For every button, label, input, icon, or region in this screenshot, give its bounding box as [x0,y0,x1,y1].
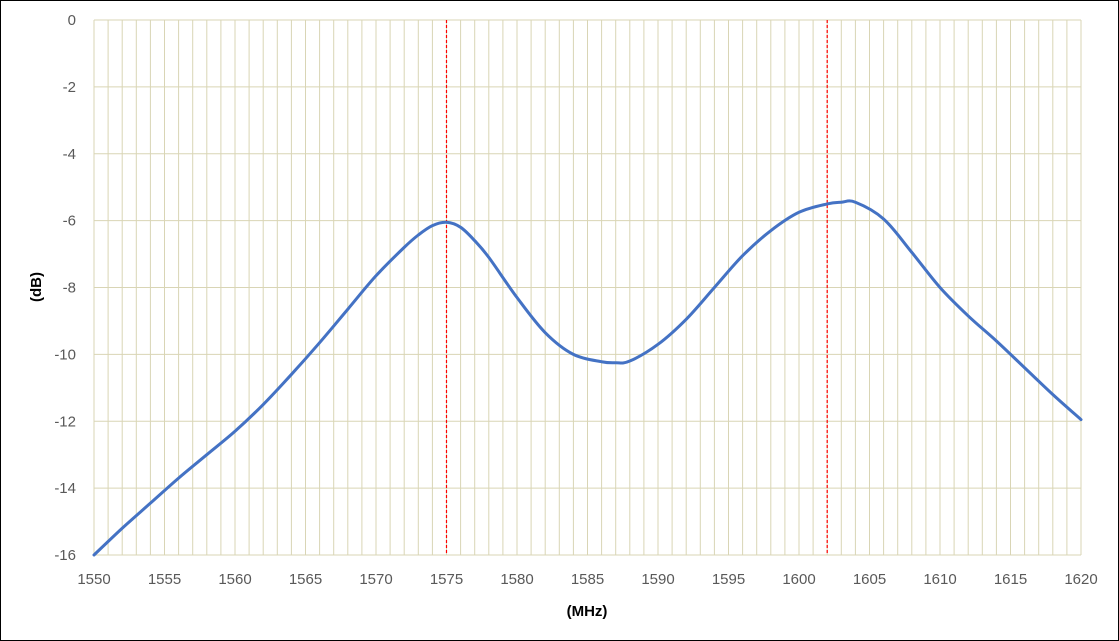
x-tick-label: 1610 [923,571,956,588]
y-axis-title: (dB) [28,272,45,302]
series-line [92,199,1083,557]
x-tick-label: 1570 [359,571,392,588]
y-tick-label: -10 [54,346,76,363]
y-tick-label: -6 [63,213,76,230]
y-axis-ticks: 0 -2 -4 -6 -8 -10 -12 -14 -16 [54,12,76,564]
y-tick-label: -4 [63,146,76,163]
x-tick-label: 1560 [218,571,251,588]
y-tick-label: -16 [54,547,76,564]
x-tick-label: 1550 [77,571,110,588]
x-tick-label: 1600 [782,571,815,588]
y-tick-label: -12 [54,413,76,430]
grid [93,19,1082,556]
x-tick-label: 1585 [571,571,604,588]
x-tick-label: 1555 [148,571,181,588]
x-axis-title: (MHz) [567,603,608,620]
y-tick-label: -8 [63,280,76,297]
y-tick-label: 0 [68,12,76,29]
x-tick-label: 1590 [641,571,674,588]
y-tick-label: -14 [54,480,76,497]
series-layer [92,199,1083,557]
x-tick-label: 1595 [712,571,745,588]
x-tick-label: 1620 [1064,571,1097,588]
frequency-markers [445,20,828,555]
x-tick-label: 1605 [853,571,886,588]
x-tick-label: 1565 [289,571,322,588]
x-axis-ticks: 1550 1555 1560 1565 1570 1575 1580 1585 1590 1595… [77,571,1097,588]
x-tick-label: 1580 [500,571,533,588]
y-tick-label: -2 [63,79,76,96]
x-tick-label: 1615 [994,571,1027,588]
x-tick-label: 1575 [430,571,463,588]
